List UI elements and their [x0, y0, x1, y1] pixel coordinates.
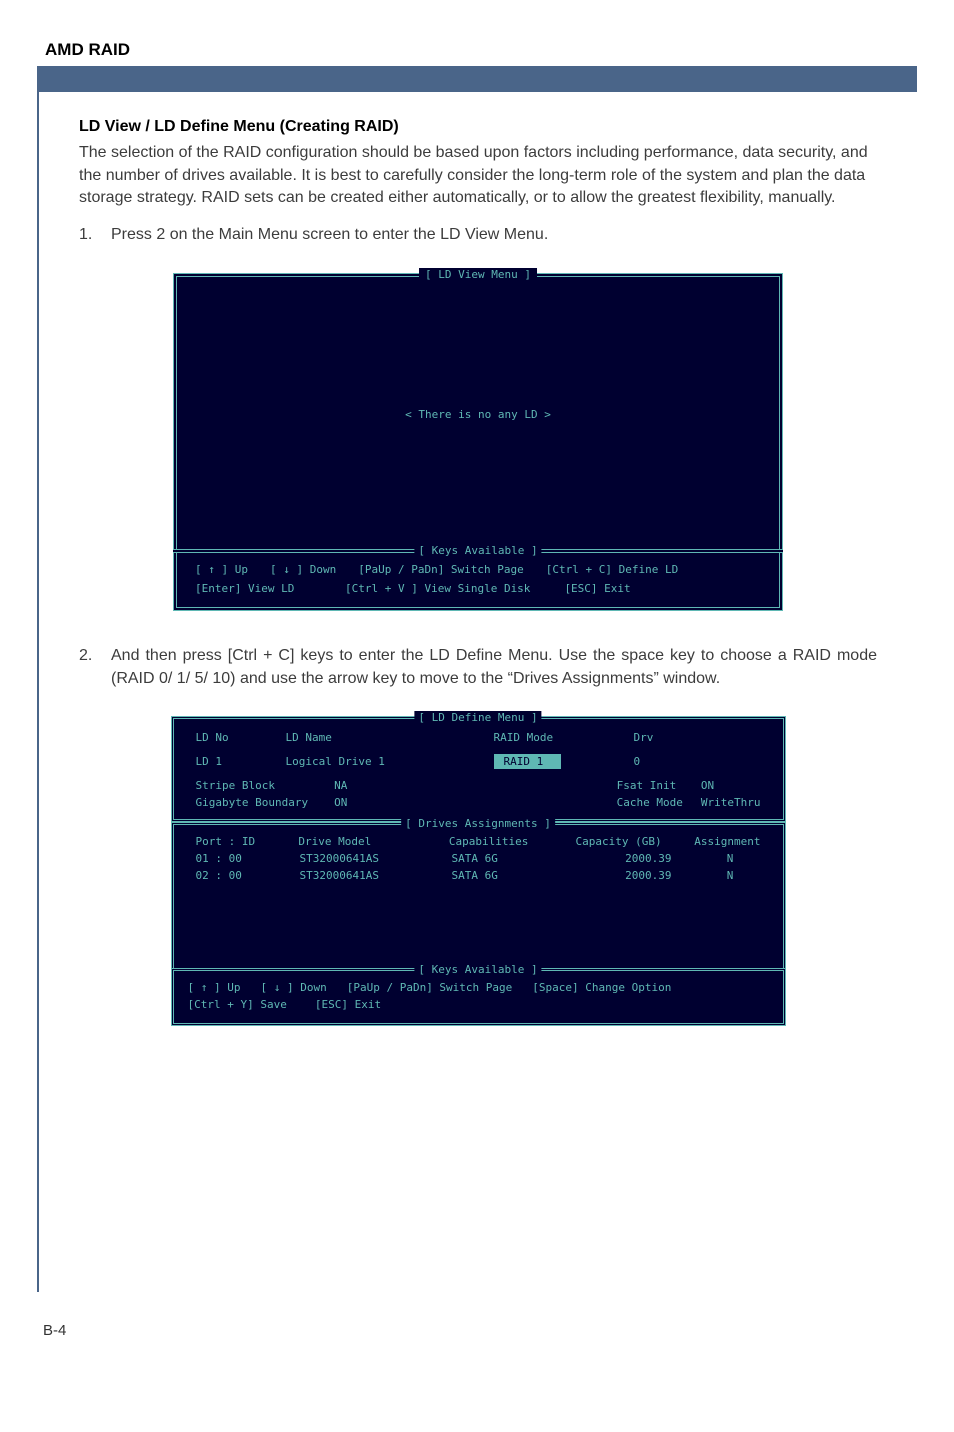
d1-capacity: 2000.39 — [580, 852, 700, 865]
step-1: 1. Press 2 on the Main Menu screen to en… — [79, 224, 877, 247]
hdr-ldname: LD Name — [286, 731, 494, 744]
key-switch-page: [PaUp / PaDn] Switch Page — [358, 561, 524, 578]
d1-model: ST32000641AS — [300, 852, 452, 865]
stripe-block-label: Stripe Block — [196, 779, 309, 792]
dh-capacity: Capacity (GB) — [576, 835, 695, 848]
title-rule — [37, 66, 917, 92]
dh-capabilities: Capabilities — [449, 835, 576, 848]
d2-port: 02 : 00 — [196, 869, 300, 882]
ld-define-subrow: Stripe Block Gigabyte Boundary NA ON Fsa… — [196, 779, 761, 809]
key-view-single-disk: [Ctrl + V ] View Single Disk — [345, 580, 530, 597]
step-2: 2. And then press [Ctrl + C] keys to ent… — [79, 645, 877, 690]
drives-assignments-title: [ Drives Assignments ] — [401, 817, 555, 830]
content-frame: LD View / LD Define Menu (Creating RAID)… — [37, 92, 917, 1292]
dh-model: Drive Model — [298, 835, 448, 848]
fast-init-value: ON — [701, 779, 761, 792]
key2-switch-page: [PaUp / PaDn] Switch Page — [347, 981, 513, 994]
ld-define-header-row: LD No LD Name RAID Mode Drv — [196, 731, 761, 744]
key-exit: [ESC] Exit — [564, 580, 630, 597]
val-ldno: LD 1 — [196, 755, 286, 768]
val-drv: 0 — [634, 755, 744, 768]
page-number: B-4 — [37, 1322, 917, 1339]
section-heading: LD View / LD Define Menu (Creating RAID) — [79, 118, 877, 136]
key2-up: [ ↑ ] Up — [188, 981, 241, 994]
gigabyte-boundary-value: ON — [334, 796, 347, 809]
dh-port: Port : ID — [196, 835, 299, 848]
step-2-number: 2. — [79, 645, 111, 690]
key2-down: [ ↓ ] Down — [260, 981, 326, 994]
drives-header-row: Port : ID Drive Model Capabilities Capac… — [196, 835, 761, 848]
step-1-text: Press 2 on the Main Menu screen to enter… — [111, 224, 877, 247]
d1-port: 01 : 00 — [196, 852, 300, 865]
key-down: [ ↓ ] Down — [270, 561, 336, 578]
d2-model: ST32000641AS — [300, 869, 452, 882]
key-define-ld: [Ctrl + C] Define LD — [546, 561, 678, 578]
fast-init-label: Fsat Init — [617, 779, 683, 792]
drive-row-2: 02 : 00 ST32000641AS SATA 6G 2000.39 N — [196, 869, 761, 882]
intro-paragraph: The selection of the RAID configuration … — [79, 142, 877, 210]
key-up: [ ↑ ] Up — [195, 561, 248, 578]
ld-view-body-message: < There is no any LD > — [177, 281, 779, 549]
d2-capabilities: SATA 6G — [452, 869, 580, 882]
ld-view-keys: [ ↑ ] Up [ ↓ ] Down [PaUp / PaDn] Switch… — [173, 553, 783, 611]
keys-available-label: [ Keys Available ] — [414, 544, 541, 557]
hdr-drv: Drv — [634, 731, 744, 744]
ld-define-keys-label: [ Keys Available ] — [414, 963, 541, 976]
d2-capacity: 2000.39 — [580, 869, 700, 882]
val-ldname: Logical Drive 1 — [286, 755, 494, 768]
d2-assignment: N — [700, 869, 761, 882]
d1-assignment: N — [700, 852, 761, 865]
step-1-number: 1. — [79, 224, 111, 247]
hdr-ldno: LD No — [196, 731, 286, 744]
d1-capabilities: SATA 6G — [452, 852, 580, 865]
key2-exit: [ESC] Exit — [315, 998, 381, 1011]
hdr-raidmode: RAID Mode — [494, 731, 634, 744]
cache-mode-label: Cache Mode — [617, 796, 683, 809]
drive-row-1: 01 : 00 ST32000641AS SATA 6G 2000.39 N — [196, 852, 761, 865]
key2-save: [Ctrl + Y] Save — [188, 998, 287, 1011]
key2-change-option: [Space] Change Option — [532, 981, 671, 994]
gigabyte-boundary-label: Gigabyte Boundary — [196, 796, 309, 809]
step-2-text: And then press [Ctrl + C] keys to enter … — [111, 645, 877, 690]
ld-define-data-row: LD 1 Logical Drive 1 RAID 1 0 — [196, 754, 761, 769]
stripe-block-value: NA — [334, 779, 347, 792]
page-title: AMD RAID — [37, 40, 917, 60]
ld-define-title: [ LD Define Menu ] — [414, 711, 541, 724]
val-raidmode: RAID 1 — [494, 754, 562, 769]
cache-mode-value: WriteThru — [701, 796, 761, 809]
key-view-ld: [Enter] View LD — [195, 580, 323, 597]
ld-view-screenshot: [ LD View Menu ] < There is no any LD > … — [173, 273, 783, 611]
ld-view-title: [ LD View Menu ] — [419, 268, 537, 281]
dh-assignment: Assignment — [694, 835, 760, 848]
ld-define-screenshot: [ LD Define Menu ] LD No LD Name RAID Mo… — [171, 716, 786, 1026]
